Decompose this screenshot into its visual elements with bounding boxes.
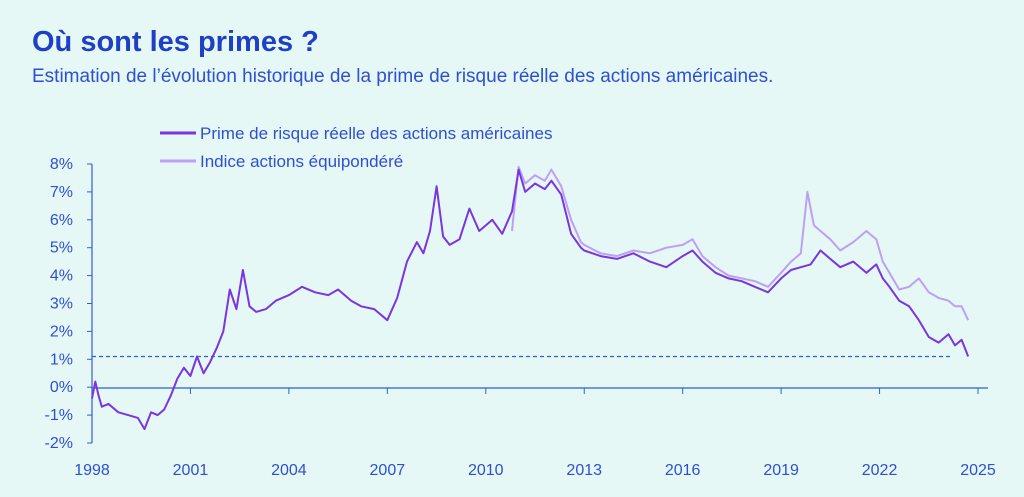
y-tick-label: 5% (50, 240, 73, 257)
x-tick-label: 2022 (862, 462, 898, 479)
chart-subtitle: Estimation de l’évolution historique de … (32, 66, 774, 87)
series-line-2 (511, 165, 970, 321)
y-tick-label: 1% (50, 351, 73, 368)
x-axis: 1998 2001 2004 2007 2010 2013 2016 2019 2022 2025 (74, 387, 996, 479)
y-tick-label: -2% (45, 435, 73, 452)
x-tick-label: 1998 (74, 462, 110, 479)
y-tick-label: 4% (50, 268, 73, 285)
x-tick-label: 2004 (271, 462, 307, 479)
y-tick-label: 2% (50, 323, 73, 340)
y-tick-label: -1% (45, 407, 73, 424)
legend-label-1: Prime de risque réelle des actions améri… (200, 124, 552, 143)
y-tick-label: 6% (50, 212, 73, 229)
y-tick-label: 0% (50, 379, 73, 396)
x-tick-label: 2016 (665, 462, 701, 479)
series-group (91, 165, 970, 431)
x-tick-label: 2007 (370, 462, 406, 479)
y-axis: 8% 7% 6% 5% 4% 3% 2% 1% 0% -1% -2% (45, 156, 93, 452)
y-tick-label: 3% (50, 296, 73, 313)
x-tick-label: 2019 (763, 462, 799, 479)
y-tick-label: 7% (50, 184, 73, 201)
legend-label-2: Indice actions équipondéré (200, 152, 403, 171)
chart-legend: Prime de risque réelle des actions améri… (160, 124, 552, 171)
x-tick-label: 2013 (566, 462, 602, 479)
y-tick-label: 8% (50, 156, 73, 173)
series-line-1 (91, 168, 970, 431)
chart-title: Où sont les primes ? (32, 26, 319, 58)
x-tick-label: 2010 (468, 462, 504, 479)
x-tick-label: 2001 (173, 462, 209, 479)
x-tick-label: 2025 (960, 462, 996, 479)
